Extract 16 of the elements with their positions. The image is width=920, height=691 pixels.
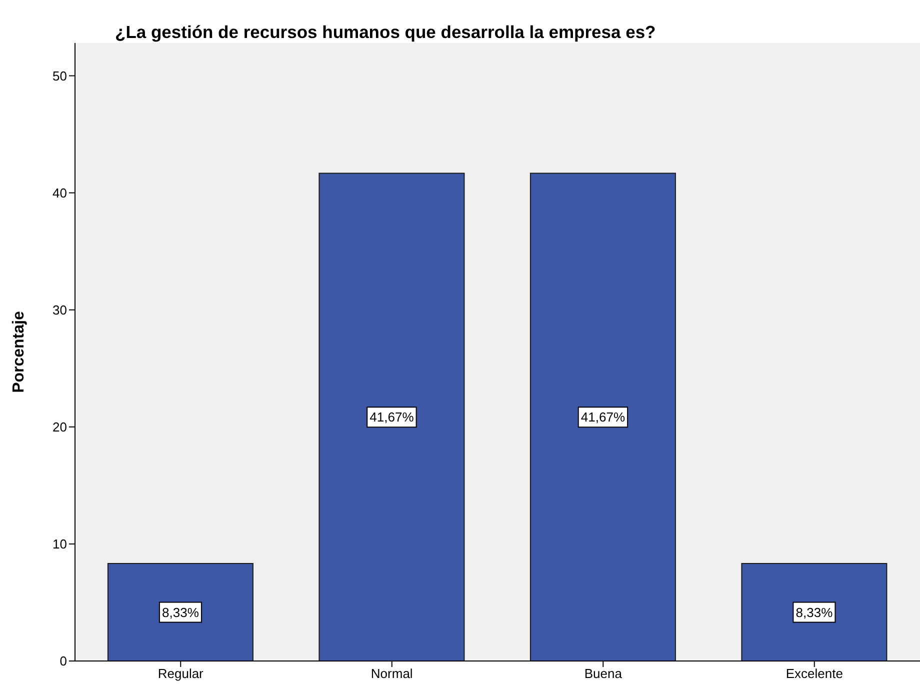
y-tick-label: 20 xyxy=(52,420,67,435)
x-tick-label: Buena xyxy=(584,666,623,682)
data-label: 8,33% xyxy=(796,604,834,620)
y-tick-label: 40 xyxy=(52,185,67,200)
data-label: 41,67% xyxy=(580,410,626,425)
x-tick-label: Regular xyxy=(158,666,204,682)
y-tick-label: 50 xyxy=(52,68,67,84)
data-label: 8,33% xyxy=(162,604,200,620)
y-tick-label: 0 xyxy=(60,654,67,669)
chart-title: ¿La gestión de recursos humanos que desarrolla la empresa es? xyxy=(115,22,656,43)
data-label: 41,67% xyxy=(370,410,414,425)
y-tick-label: 30 xyxy=(52,302,67,318)
x-tick-label: Excelente xyxy=(786,666,843,682)
x-tick-label: Normal xyxy=(370,666,413,682)
y-axis-title: Porcentaje xyxy=(10,310,28,393)
y-tick-label: 10 xyxy=(52,536,67,552)
